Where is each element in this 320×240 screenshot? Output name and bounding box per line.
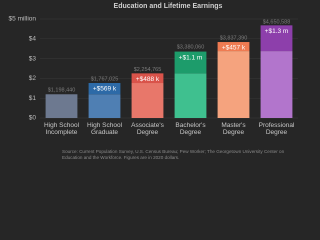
bar-increase — [88, 83, 121, 95]
total-label: $2,254,765 — [134, 67, 162, 73]
bar-base — [217, 51, 250, 118]
total-label: $3,380,060 — [177, 45, 205, 51]
x-tick-label: High School Incomplete — [43, 122, 80, 136]
bar-increase — [217, 42, 250, 52]
x-tick-label: Associate's Degree — [131, 122, 164, 136]
y-tick-label: $1 — [29, 95, 37, 102]
bar-increase — [174, 51, 207, 74]
total-label: $1,767,025 — [91, 76, 119, 82]
increase-label: +$1.3 m — [265, 28, 289, 35]
x-tick-label: Master's Degree — [221, 122, 246, 136]
x-tick-label: Bachelor's Degree — [175, 122, 206, 136]
chart-title: Education and Lifetime Earnings — [114, 3, 223, 10]
increase-label: +$457 k — [222, 45, 246, 52]
bar-base — [174, 73, 207, 118]
x-tick-label: Professional Degree — [258, 122, 295, 136]
y-tick-label: $5 million — [9, 16, 37, 23]
increase-label: +$1.1 m — [179, 54, 203, 61]
bar-base — [131, 83, 164, 118]
chart: Education and Lifetime Earnings $0 $1 $2 $3… — [9, 3, 298, 122]
bar-base — [88, 94, 121, 118]
bar-increase — [131, 73, 164, 84]
increase-label: +$488 k — [136, 76, 160, 83]
y-tick-label: $4 — [29, 36, 37, 43]
increase-label: +$569 k — [93, 86, 117, 93]
y-tick-label: $0 — [29, 115, 37, 122]
page: Education and Lifetime Earnings $0 $1 $2 $3… — [8, 2, 298, 160]
source-note: Source: Current Population Survey, U.S. … — [62, 149, 285, 160]
bar-base — [260, 51, 293, 118]
bar-base — [45, 94, 78, 118]
total-label: $1,198,440 — [48, 88, 76, 94]
y-tick-label: $3 — [29, 55, 37, 62]
total-label: $4,650,588 — [263, 19, 291, 25]
bar-increase — [260, 25, 293, 52]
x-tick-label: High School Graduate — [86, 122, 123, 136]
total-label: $3,837,390 — [220, 35, 248, 41]
y-tick-label: $2 — [29, 75, 37, 82]
